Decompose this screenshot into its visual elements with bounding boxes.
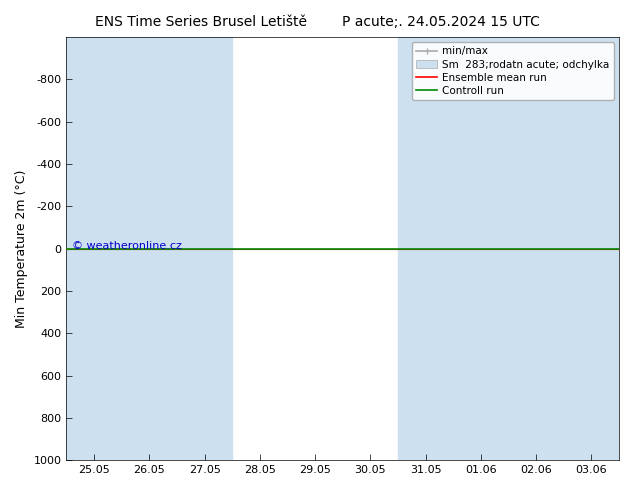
- Bar: [177, 37, 232, 460]
- Text: © weatheronline.cz: © weatheronline.cz: [72, 242, 182, 251]
- Bar: [398, 37, 453, 460]
- Text: ENS Time Series Brusel Letiště        P acute;. 24.05.2024 15 UTC: ENS Time Series Brusel Letiště P acute;.…: [94, 15, 540, 29]
- Y-axis label: Min Temperature 2m (°C): Min Temperature 2m (°C): [15, 170, 28, 328]
- Bar: [67, 37, 122, 460]
- Bar: [453, 37, 508, 460]
- Bar: [564, 37, 619, 460]
- Legend: min/max, Sm  283;rodatn acute; odchylka, Ensemble mean run, Controll run: min/max, Sm 283;rodatn acute; odchylka, …: [412, 42, 614, 100]
- Bar: [508, 37, 564, 460]
- Bar: [122, 37, 177, 460]
